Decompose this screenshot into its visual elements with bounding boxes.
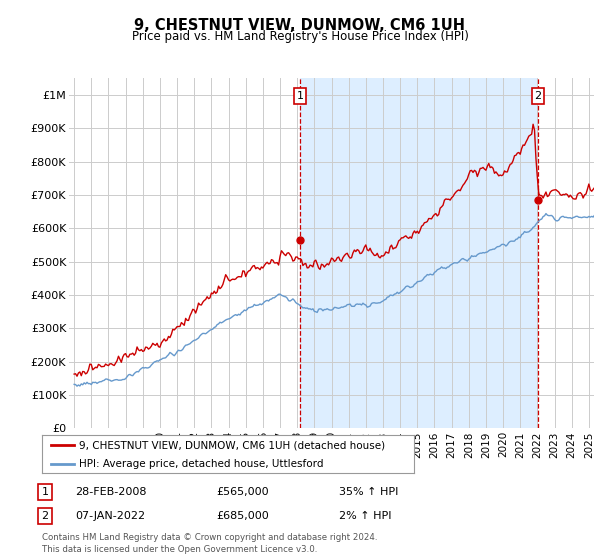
Text: 07-JAN-2022: 07-JAN-2022	[75, 511, 145, 521]
Text: £685,000: £685,000	[216, 511, 269, 521]
Text: 9, CHESTNUT VIEW, DUNMOW, CM6 1UH (detached house): 9, CHESTNUT VIEW, DUNMOW, CM6 1UH (detac…	[79, 440, 385, 450]
Text: HPI: Average price, detached house, Uttlesford: HPI: Average price, detached house, Uttl…	[79, 459, 324, 469]
Text: 2: 2	[535, 91, 541, 101]
Text: 35% ↑ HPI: 35% ↑ HPI	[339, 487, 398, 497]
Text: 2% ↑ HPI: 2% ↑ HPI	[339, 511, 391, 521]
Text: Contains HM Land Registry data © Crown copyright and database right 2024.
This d: Contains HM Land Registry data © Crown c…	[42, 533, 377, 554]
Text: 1: 1	[296, 91, 304, 101]
Text: 1: 1	[41, 487, 49, 497]
Text: 2: 2	[41, 511, 49, 521]
Text: £565,000: £565,000	[216, 487, 269, 497]
Bar	[300, 78, 538, 428]
Text: Price paid vs. HM Land Registry's House Price Index (HPI): Price paid vs. HM Land Registry's House …	[131, 30, 469, 43]
Text: 9, CHESTNUT VIEW, DUNMOW, CM6 1UH: 9, CHESTNUT VIEW, DUNMOW, CM6 1UH	[134, 18, 466, 32]
Text: 28-FEB-2008: 28-FEB-2008	[75, 487, 146, 497]
